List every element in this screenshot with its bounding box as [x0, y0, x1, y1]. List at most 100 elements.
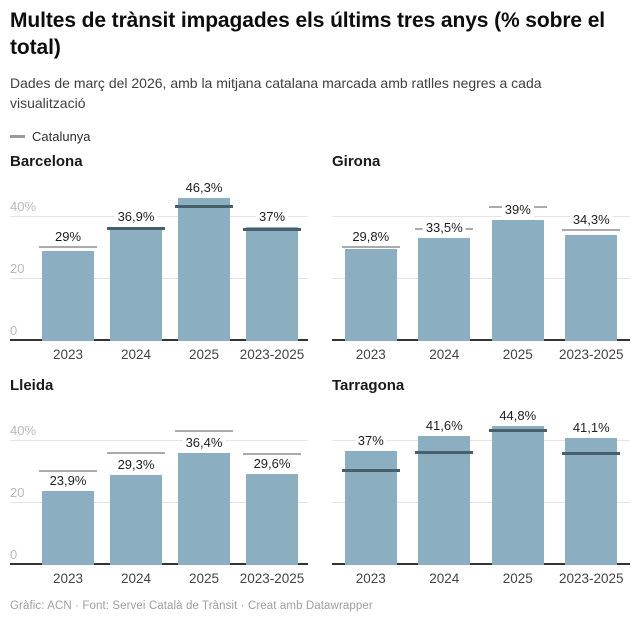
catalunya-reference-marker [562, 451, 621, 455]
y-tick-label: 20 [10, 261, 25, 277]
bar-slot-2023: 29% [34, 177, 102, 342]
bar-slot-2025: 46,3% [170, 177, 238, 342]
panel-tarragona: Tarragona 37% 41,6% 44,8% 41,1% 2023 2024 202… [332, 377, 630, 586]
gridline-40 [332, 440, 630, 442]
x-axis-labels: 2023 2024 2025 2023-2025 [332, 571, 630, 586]
bar-2023-2025 [246, 226, 298, 342]
bar-2024 [418, 237, 471, 342]
bar-2023 [42, 251, 94, 342]
bar-slot-2023-2025: 34,3% [555, 177, 629, 342]
bar-slot-2025: 44,8% [481, 401, 555, 566]
y-tick-label: 0 [10, 547, 18, 563]
x-tick-label-2023: 2023 [52, 347, 84, 363]
bar-slot-2023: 29,8% [334, 177, 408, 342]
value-label: 34,3% [569, 212, 613, 227]
panel-title: Tarragona [332, 377, 405, 395]
value-label: 33,5% [422, 220, 466, 235]
value-label: 37% [255, 209, 289, 224]
plot-area: 37% 41,6% 44,8% 41,1% [332, 401, 630, 566]
x-tick-label-2023: 2023 [52, 571, 84, 587]
chart-title: Multes de trànsit impagades els últims t… [10, 9, 606, 59]
x-tick-label-2024: 2024 [120, 347, 152, 363]
bar-slot-2023-2025: 29,6% [238, 401, 306, 566]
catalunya-reference-marker [175, 204, 233, 208]
value-label: 29,3% [114, 457, 158, 472]
legend-label: Catalunya [32, 128, 91, 144]
gridline-40 [332, 216, 630, 218]
value-label: 44,8% [496, 409, 540, 424]
bar-2025 [491, 426, 544, 566]
x-tick-label-2025: 2025 [188, 571, 220, 587]
x-tick-label-2025: 2025 [502, 347, 533, 363]
gridline-40 [10, 216, 308, 218]
bar-2023 [344, 248, 397, 342]
bar-slot-2024: 33,5% [408, 177, 482, 342]
bars-container: 37% 41,6% 44,8% 41,1% [334, 401, 629, 566]
reference-line-icon [10, 134, 25, 138]
catalunya-reference-marker [341, 469, 400, 473]
gridline-20 [332, 502, 630, 504]
x-tick-label-2024: 2024 [429, 571, 460, 587]
bar-slot-2025: 36,4% [170, 401, 238, 566]
value-label: 36,9% [114, 209, 158, 224]
bar-2023 [344, 450, 397, 566]
plot-area: 29,8% 33,5% 39% 34,3% [332, 177, 630, 342]
value-label: 37% [354, 433, 387, 448]
x-tick-label-2024: 2024 [120, 571, 152, 587]
x-tick-label-2023: 2023 [355, 571, 386, 587]
bar-2023-2025 [246, 473, 298, 566]
x-axis-labels: 2023 2024 2025 2023-2025 [10, 571, 308, 586]
bar-slot-2023-2025: 41,1% [555, 401, 629, 566]
panel-title: Lleida [10, 377, 54, 395]
value-label: 29,6% [250, 456, 294, 471]
bar-2024 [110, 226, 162, 342]
bar-slot-2023-2025: 37% [238, 177, 306, 342]
catalunya-reference-marker [243, 227, 301, 231]
plot-area: 0 20 40% 29% 36,9% 46,3% 37% [10, 177, 308, 342]
x-axis-line [332, 339, 630, 342]
bar-slot-2024: 36,9% [102, 177, 170, 342]
panel-lleida: Lleida 0 20 40% 23,9% 29,3% 36,4% 29,6% 2023 20… [10, 377, 308, 586]
bar-slot-2024: 29,3% [102, 401, 170, 566]
x-tick-label-2023-2025: 2023-2025 [558, 571, 624, 587]
bar-2025 [178, 452, 230, 566]
bar-slot-2024: 41,6% [408, 401, 482, 566]
x-tick-label-2025: 2025 [502, 571, 533, 587]
bars-container: 29,8% 33,5% 39% 34,3% [334, 177, 629, 342]
value-label: 23,9% [46, 474, 90, 489]
gridline-40 [10, 440, 308, 442]
catalunya-reference-marker [107, 226, 165, 230]
gridline-20 [332, 278, 630, 280]
catalunya-reference-marker [107, 451, 165, 454]
bar-2025 [491, 220, 544, 342]
value-label: 36,4% [182, 435, 226, 450]
bar-2023-2025 [565, 437, 618, 566]
y-tick-label: 40% [10, 423, 37, 439]
panel-title: Barcelona [10, 153, 83, 171]
legend: Catalunya [10, 128, 630, 144]
value-label: 46,3% [182, 180, 226, 195]
panel-title: Girona [332, 153, 381, 171]
bar-2023-2025 [565, 235, 618, 342]
x-tick-label-2023-2025: 2023-2025 [239, 347, 305, 363]
y-tick-label: 40% [10, 199, 37, 215]
x-tick-label-2025: 2025 [188, 347, 220, 363]
small-multiples-grid: Barcelona 0 20 40% 29% 36,9% 46,3% 37% 2023 202… [10, 153, 630, 586]
y-tick-label: 0 [10, 323, 18, 339]
bar-slot-2025: 39% [481, 177, 555, 342]
bar-2024 [110, 474, 162, 566]
value-label: 29,8% [349, 230, 393, 245]
x-tick-label-2023-2025: 2023-2025 [239, 571, 305, 587]
bars-container: 29% 36,9% 46,3% 37% [34, 177, 306, 342]
value-label: 41,6% [422, 419, 466, 434]
catalunya-reference-marker [341, 246, 400, 249]
x-tick-label-2023: 2023 [355, 347, 386, 363]
x-axis-labels: 2023 2024 2025 2023-2025 [10, 347, 308, 362]
chart-subtitle: Dades de març del 2026, amb la mitjana c… [10, 74, 542, 112]
y-tick-label: 20 [10, 485, 25, 501]
bars-container: 23,9% 29,3% 36,4% 29,6% [34, 401, 306, 566]
panel-barcelona: Barcelona 0 20 40% 29% 36,9% 46,3% 37% 2023 202… [10, 153, 308, 362]
x-tick-label-2023-2025: 2023-2025 [558, 347, 624, 363]
catalunya-reference-marker [415, 450, 474, 454]
x-axis-labels: 2023 2024 2025 2023-2025 [332, 347, 630, 362]
